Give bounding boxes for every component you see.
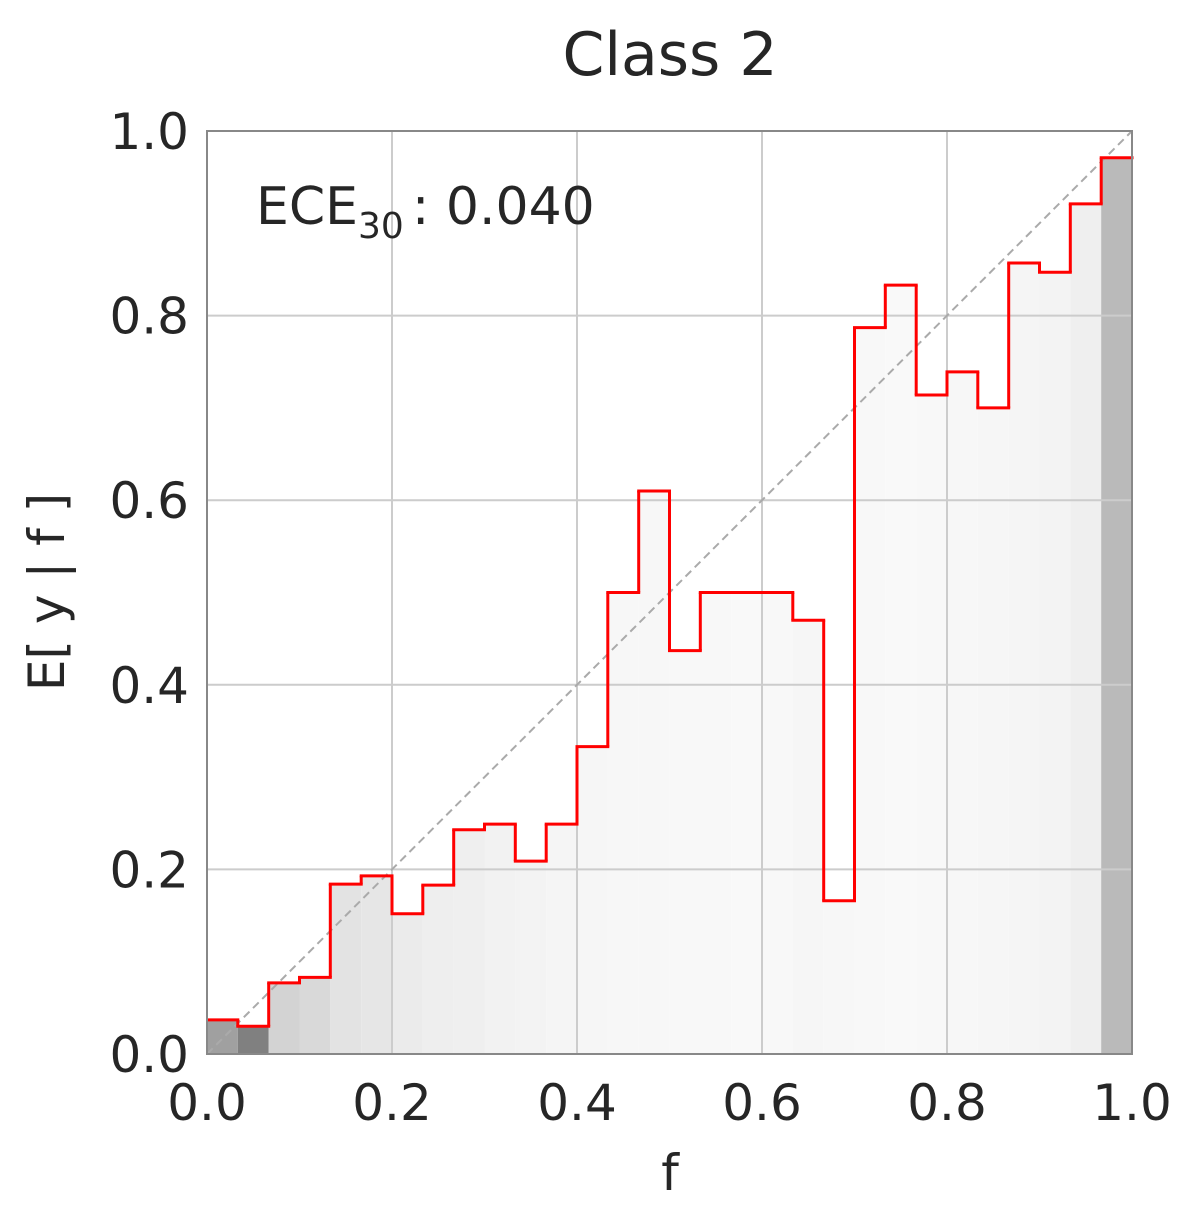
histogram-bar — [823, 900, 855, 1054]
histogram-bar — [638, 490, 670, 1055]
histogram-bar — [947, 371, 978, 1054]
y-tick-label: 0.4 — [109, 657, 189, 715]
histogram-bar — [1101, 157, 1132, 1055]
annotation-subscript: 30 — [358, 206, 404, 247]
histogram-bar — [792, 620, 824, 1054]
x-tick-label: 0.4 — [537, 1074, 617, 1132]
histogram-bar — [392, 913, 423, 1054]
y-tick-label: 1.0 — [109, 103, 189, 161]
histogram-bar — [1008, 262, 1040, 1054]
histogram-bar — [1039, 272, 1071, 1054]
plot-area — [206, 130, 1134, 1055]
histogram-bar — [607, 592, 639, 1054]
annotation-text: ECE — [256, 177, 358, 237]
annotation-value: : 0.040 — [412, 177, 595, 237]
x-tick-label: 0.8 — [907, 1074, 987, 1132]
x-tick-label: 1.0 — [1092, 1074, 1172, 1132]
histogram-bar — [700, 592, 732, 1054]
histogram-bar — [299, 977, 331, 1054]
histogram-bar — [515, 861, 547, 1054]
annotation: ECE30: 0.040 — [256, 177, 595, 247]
y-tick-label: 0.6 — [109, 472, 189, 530]
histogram-bar — [1070, 203, 1102, 1055]
histogram-bar — [669, 650, 701, 1054]
histogram-bar — [854, 327, 886, 1054]
histogram-bar — [731, 592, 762, 1054]
plot-frame — [206, 130, 1133, 1055]
histogram-bar — [916, 394, 947, 1054]
histogram-bar — [237, 1026, 269, 1054]
histogram-bar — [422, 885, 454, 1054]
histogram-bar — [361, 875, 392, 1054]
chart-title: Class 2 — [562, 20, 777, 90]
y-tick-label: 0.2 — [109, 841, 189, 899]
y-tick-label: 0.8 — [109, 288, 189, 346]
histogram-bar — [453, 829, 485, 1054]
histogram-bar — [484, 824, 516, 1054]
histogram-bar — [577, 746, 608, 1054]
histogram-bar — [268, 982, 300, 1054]
histogram-bar — [546, 824, 577, 1054]
y-tick-label: 0.0 — [109, 1026, 189, 1084]
x-tick-label: 0.2 — [352, 1074, 432, 1132]
histogram-bar — [977, 407, 1009, 1054]
histogram-bar — [330, 884, 362, 1054]
x-tick-label: 0.6 — [722, 1074, 802, 1132]
histogram-bar — [762, 592, 793, 1054]
y-axis-label: E[ y | f ] — [18, 493, 76, 691]
x-tick-label: 0.0 — [167, 1074, 247, 1132]
histogram-bar — [885, 285, 917, 1054]
x-axis-label: f — [661, 1144, 680, 1202]
